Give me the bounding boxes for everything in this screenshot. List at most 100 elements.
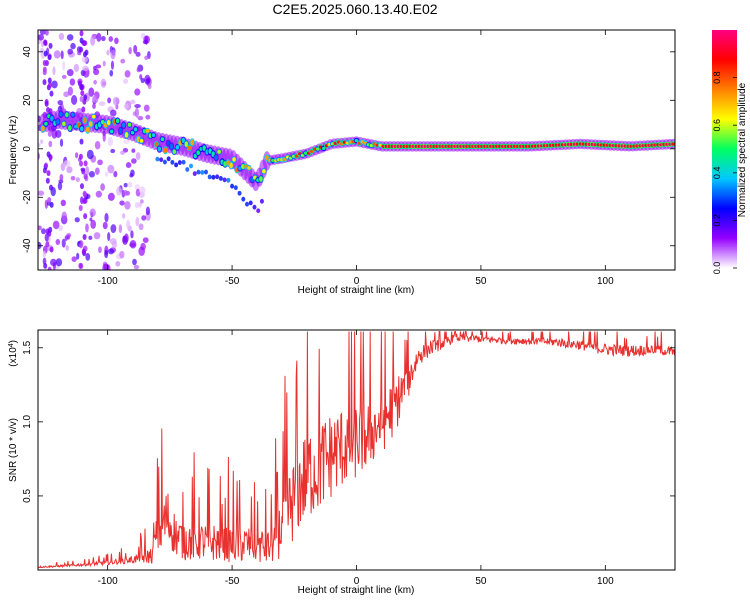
spectrogram-cell — [134, 107, 139, 118]
spectrogram-cell — [91, 114, 96, 119]
spectrogram-cell — [68, 125, 72, 131]
spectrogram-cell — [55, 258, 63, 267]
bottom-y-axis-label: SNR (10 * v/v) — [8, 418, 19, 482]
top-y-axis-label: Frequency (Hz) — [8, 116, 19, 185]
spectrogram-cell — [97, 159, 103, 166]
spectrogram-cell — [83, 160, 88, 167]
spectrogram-cell — [107, 97, 112, 104]
spectrogram-cell — [123, 103, 129, 110]
spectrogram-cell — [88, 235, 93, 241]
spectrogram-cell — [48, 42, 53, 49]
spectrogram-cell — [321, 146, 326, 151]
colorbar-gradient — [712, 30, 737, 268]
spectrogram-cell — [42, 250, 47, 258]
spectrogram-cell — [43, 50, 48, 57]
spectrogram-cell — [126, 219, 131, 230]
spectrogram-cell — [67, 86, 74, 96]
spectrogram-cell — [48, 82, 53, 89]
spectrogram-cell — [259, 198, 264, 204]
spectrogram-cell — [82, 40, 87, 47]
top-y-tick-label: -40 — [22, 238, 33, 253]
spectrogram-cell — [129, 173, 134, 178]
bottom-x-tick-label: -50 — [225, 576, 240, 587]
spectrogram-cell — [130, 130, 135, 135]
spectrogram-cell — [155, 156, 160, 162]
spectrogram-cell — [134, 184, 141, 191]
spectrogram-cell — [48, 184, 53, 191]
spectrogram-cell — [75, 177, 80, 183]
spectrogram-cell — [81, 248, 86, 255]
spectrogram-cell — [90, 36, 96, 46]
spectrogram-cell — [38, 34, 45, 41]
spectrogram-cell — [59, 173, 64, 181]
spectrogram-cell — [43, 40, 48, 47]
spectrogram-cell — [78, 242, 83, 249]
spectrogram-cell — [85, 252, 91, 261]
spectrogram-cell — [207, 174, 212, 180]
spectrogram-cell — [66, 166, 73, 174]
spectrogram-cell — [123, 139, 130, 144]
spectrogram-cell — [131, 148, 136, 153]
spectrogram-cell — [109, 69, 114, 77]
spectrogram-cell — [46, 151, 51, 158]
spectrogram-cell — [222, 177, 227, 183]
spectrogram-cell — [89, 217, 93, 222]
spectrogram-cell — [47, 54, 52, 61]
spectrogram-cell — [110, 148, 116, 154]
spectrogram-cell — [214, 154, 218, 161]
spectrogram-cell — [115, 261, 121, 267]
spectrogram-cell — [237, 190, 242, 196]
colorbar-tick-label: 0.6 — [712, 119, 722, 132]
spectrogram-cell — [127, 181, 133, 188]
spectrogram-cell — [115, 118, 120, 124]
spectrogram-cell — [189, 163, 194, 169]
spectrogram-cell — [81, 168, 86, 175]
top-x-axis-label: Height of straight line (km) — [298, 285, 415, 296]
spectrogram-cell — [145, 78, 151, 84]
spectrogram-cell — [230, 183, 235, 189]
spectrogram-cell — [92, 95, 99, 104]
spectrogram-cell — [74, 217, 80, 223]
spectrogram-cell — [57, 100, 64, 106]
spectrogram-cell — [74, 152, 79, 159]
spectrogram-cell — [56, 119, 60, 125]
spectrogram-cell — [42, 59, 47, 66]
y-multiplier-exponent: 4 — [8, 343, 15, 347]
spectrogram-cell — [181, 137, 186, 143]
spectrogram-cell — [120, 150, 125, 155]
y-multiplier-base: (x10 — [8, 347, 19, 367]
spectrogram-cell — [233, 185, 238, 191]
spectrogram-cell — [203, 169, 208, 175]
spectrogram-cell — [129, 239, 137, 249]
spectrogram-cell — [79, 96, 84, 103]
spectrogram-cell — [81, 56, 88, 63]
spectrogram-cell — [57, 182, 63, 191]
bottom-x-tick-label: -100 — [98, 576, 118, 587]
spectrogram-cell — [61, 238, 66, 248]
spectrogram-cell — [134, 103, 141, 109]
svg-text:(x104): (x104) — [8, 340, 20, 367]
spectrogram-cell — [61, 74, 67, 79]
top-x-tick-label: 100 — [597, 276, 614, 287]
spectrogram-cell — [106, 264, 111, 270]
top-x-tick-label: 50 — [475, 276, 487, 287]
spectrogram-cell — [248, 200, 253, 206]
spectrogram-cell — [98, 246, 102, 254]
spectrogram-cell — [70, 42, 76, 50]
spectrogram-cell — [40, 139, 44, 144]
spectrogram-cell — [145, 114, 151, 120]
spectrogram-cell — [98, 101, 106, 106]
spectrogram-cell — [107, 136, 114, 147]
snr-series-line — [38, 331, 675, 569]
spectrogram-cell — [102, 81, 107, 87]
spectrogram-cell — [245, 201, 250, 207]
spectrogram-cell — [118, 224, 123, 234]
spectrogram-cell — [157, 146, 162, 152]
spectrogram-cell — [38, 225, 42, 231]
colorbar-label: Normalized spectral amplitude — [737, 82, 748, 217]
spectrogram-cell — [112, 96, 120, 106]
spectrogram-cell — [38, 142, 41, 148]
spectrogram-cell — [49, 246, 54, 253]
spectrogram-cell — [79, 46, 84, 53]
spectrogram-cell — [60, 50, 64, 60]
